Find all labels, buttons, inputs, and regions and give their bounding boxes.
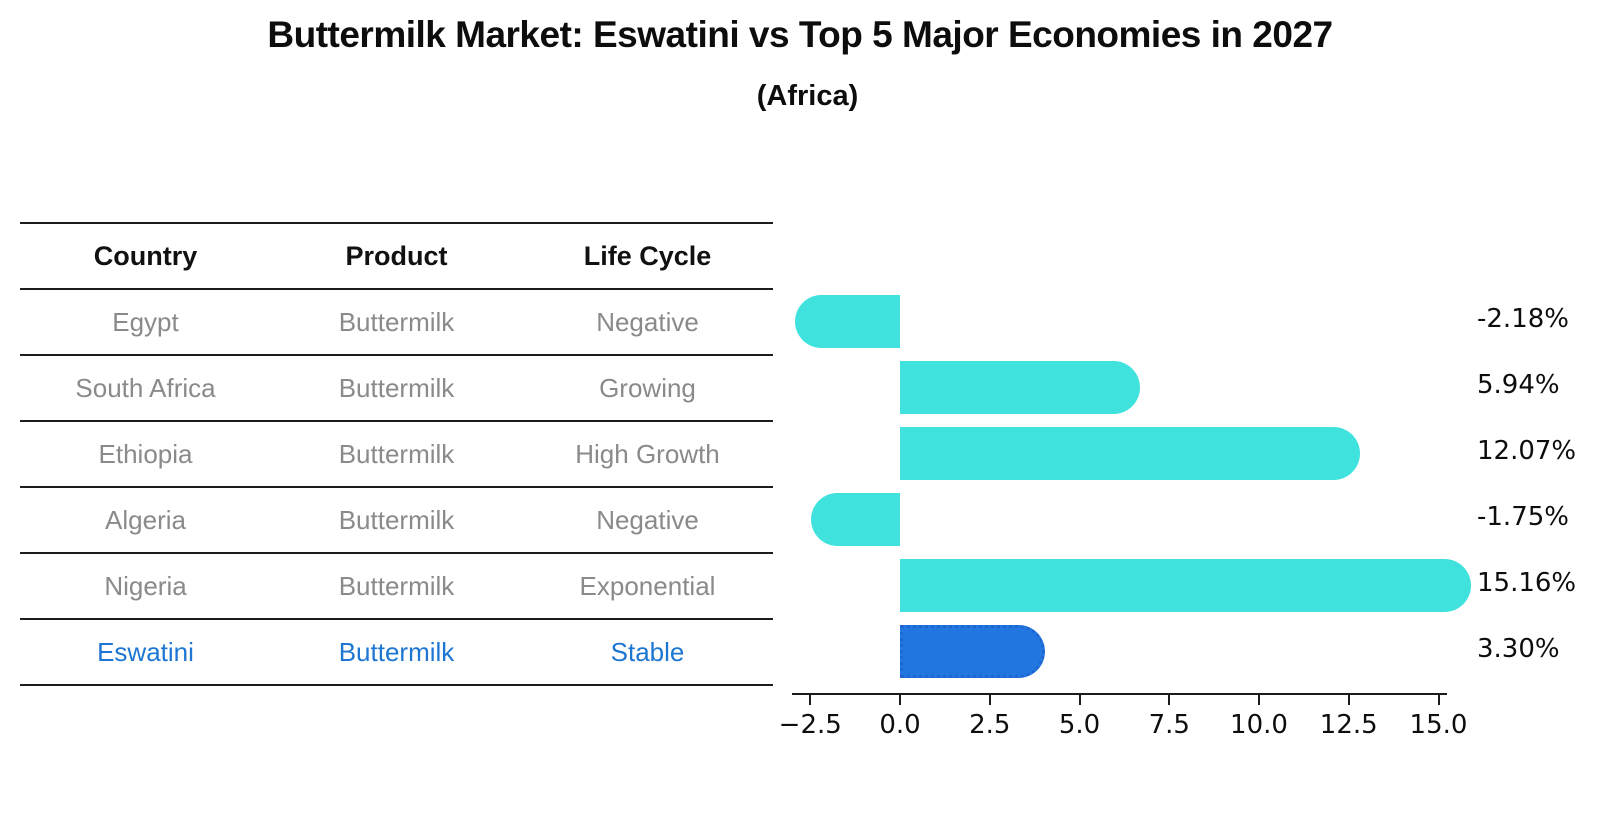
cell-product: Buttermilk <box>338 306 455 337</box>
x-axis-tick-label: 10.0 <box>1230 710 1288 740</box>
header-country: Country <box>93 240 198 271</box>
table-header-row: Country Product Life Cycle <box>20 224 773 290</box>
bar-nigeria <box>900 558 1471 612</box>
cell-product: Buttermilk <box>338 504 455 535</box>
x-axis-tick-label: −2.5 <box>778 710 842 740</box>
cell-product: Buttermilk <box>338 570 455 601</box>
cell-country: Nigeria <box>104 570 187 601</box>
x-axis-tick-label: 7.5 <box>1148 710 1190 740</box>
cell-country: South Africa <box>75 372 216 403</box>
chart-title: Buttermilk Market: Eswatini vs Top 5 Maj… <box>267 14 1333 55</box>
cell-life-cycle: Negative <box>596 504 699 535</box>
value-label-eswatini: 3.30% <box>1477 634 1560 664</box>
cell-life-cycle: High Growth <box>575 438 720 469</box>
cell-country: Egypt <box>112 306 179 337</box>
table-row-eswatini: Eswatini Buttermilk Stable <box>20 620 773 686</box>
cell-life-cycle: Stable <box>610 636 685 667</box>
x-axis-tick-label: 0.0 <box>879 710 921 740</box>
table-row-ethiopia: Ethiopia Buttermilk High Growth <box>20 422 773 488</box>
table-row-south-africa: South Africa Buttermilk Growing <box>20 356 773 422</box>
value-label-ethiopia: 12.07% <box>1477 436 1577 466</box>
value-label-egypt: -2.18% <box>1477 304 1569 334</box>
x-axis-tick-label: 15.0 <box>1409 710 1468 740</box>
cell-country: Eswatini <box>97 636 194 667</box>
x-axis-tick <box>1078 695 1081 705</box>
bar-algeria <box>810 492 900 546</box>
value-label-south-africa: 5.94% <box>1477 370 1560 400</box>
country-table: Country Product Life Cycle Egypt Butterm… <box>20 222 773 686</box>
x-axis-line <box>792 693 1447 695</box>
value-label-algeria: -1.75% <box>1477 502 1569 532</box>
bar-south-africa <box>900 360 1140 414</box>
x-axis-tick-label: 12.5 <box>1319 710 1378 740</box>
cell-product: Buttermilk <box>338 636 455 667</box>
x-axis-tick <box>1347 695 1350 705</box>
header-product: Product <box>345 240 448 271</box>
x-axis-tick-label: 5.0 <box>1058 710 1101 740</box>
table-row-egypt: Egypt Buttermilk Negative <box>20 290 773 356</box>
x-axis-tick <box>1437 695 1440 705</box>
x-axis-tick <box>899 695 901 705</box>
header-life-cycle: Life Cycle <box>583 240 712 271</box>
table-row-algeria: Algeria Buttermilk Negative <box>20 488 773 554</box>
cell-product: Buttermilk <box>338 372 455 403</box>
bar-egypt <box>795 294 900 348</box>
table-row-nigeria: Nigeria Buttermilk Exponential <box>20 554 773 620</box>
cell-life-cycle: Exponential <box>579 570 716 601</box>
cell-product: Buttermilk <box>338 438 455 469</box>
cell-life-cycle: Negative <box>596 306 699 337</box>
cell-country: Ethiopia <box>98 438 193 469</box>
chart-subtitle: (Africa) <box>756 80 859 112</box>
x-axis-tick <box>1258 695 1260 705</box>
cell-country: Algeria <box>105 504 186 535</box>
x-axis-tick-label: 2.5 <box>969 710 1011 740</box>
x-axis-tick <box>988 695 991 705</box>
bar-eswatini <box>900 624 1045 678</box>
x-axis-tick <box>809 695 812 705</box>
cell-life-cycle: Growing <box>599 372 696 403</box>
x-axis-tick <box>1168 695 1171 705</box>
value-label-nigeria: 15.16% <box>1477 568 1577 598</box>
bar-ethiopia <box>900 426 1360 480</box>
